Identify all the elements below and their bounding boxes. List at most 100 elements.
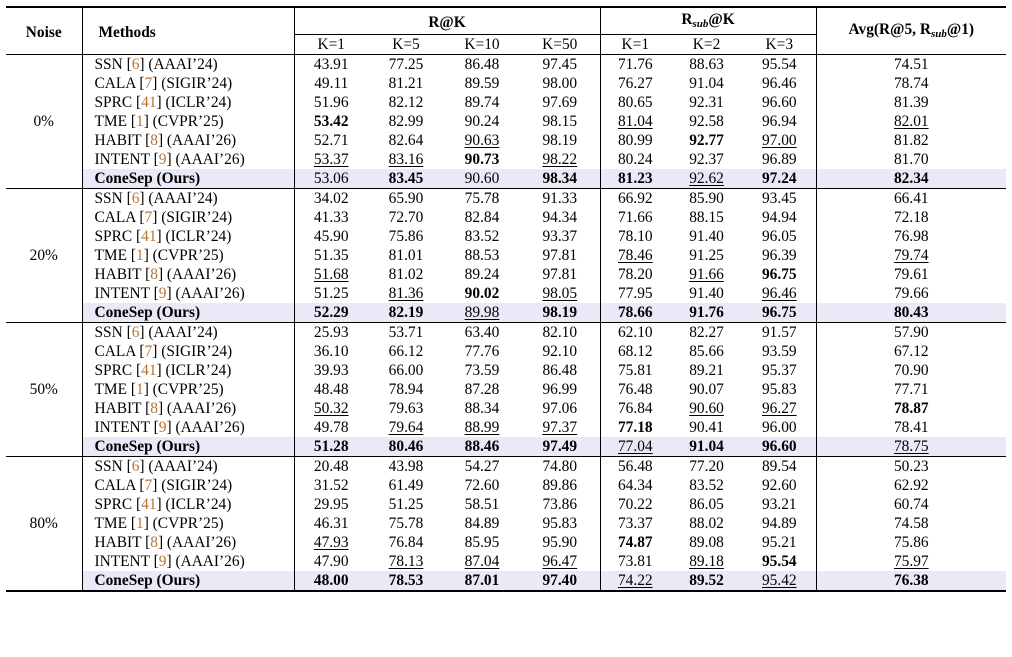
metric-value: 43.91 [313,56,349,73]
metric-cell: 76.98 [815,227,1007,246]
method-venue: (ICLR’24) [165,94,232,111]
metric-value: 78.41 [893,419,929,436]
method-name: ConeSep (Ours) [81,169,294,189]
metric-cell: 81.36 [368,284,444,303]
metric-value: 98.05 [542,285,578,302]
metric-cell: 31.52 [293,476,368,495]
citation-link[interactable]: 41 [141,362,157,379]
method-label: INTENT [94,419,150,436]
metric-value: 52.71 [313,132,349,149]
citation-link[interactable]: 7 [144,477,153,494]
citation-link[interactable]: 7 [144,343,153,360]
metric-cell: 78.53 [368,571,444,592]
citation-link[interactable]: 8 [150,534,158,551]
citation-link[interactable]: 1 [135,247,144,264]
metric-value: 77.95 [617,285,653,302]
citation-link[interactable]: 6 [131,458,140,475]
metric-value: 98.19 [542,304,578,321]
metric-value: 77.71 [893,381,929,398]
metric-cell: 53.42 [293,112,368,131]
metric-value: 79.61 [893,266,929,283]
method-venue: (ICLR’24) [165,228,232,245]
table-row: 50% SSN [6] (AAAI’24) 25.93 53.71 63.40 82.10… [6,322,1007,457]
metric-value: 76.98 [893,228,929,245]
metric-cell: 85.90 [670,189,743,209]
citation-link[interactable]: 1 [135,381,144,398]
citation-link[interactable]: 9 [158,151,167,168]
method-label: CALA [94,477,136,494]
metric-cell: 88.46 [444,437,520,457]
citation-link[interactable]: 6 [131,56,140,73]
citation-link[interactable]: 7 [144,75,153,92]
metric-value: 53.42 [313,113,349,130]
metric-value: 89.18 [689,553,724,570]
metric-cell: 74.80 [520,457,600,477]
metric-value: 49.78 [313,419,349,436]
metric-value: 46.31 [313,515,349,532]
citation-link[interactable]: 9 [158,419,167,436]
metric-value: 82.64 [388,132,424,149]
metric-cell: 90.41 [670,418,743,437]
metric-value: 77.18 [617,419,653,436]
metric-value: 51.68 [313,266,349,283]
citation-link[interactable]: 8 [150,266,158,283]
metric-value: 61.49 [388,477,424,494]
metric-value: 97.81 [542,247,578,264]
metric-cell: 56.48 [599,456,671,476]
citation-link[interactable]: 41 [141,94,157,111]
citation-link[interactable]: 9 [158,553,167,570]
citation-link[interactable]: 7 [144,209,153,226]
metric-value: 86.05 [689,496,724,513]
citation-link[interactable]: 6 [131,324,140,341]
metric-cell: 75.97 [815,552,1007,571]
method-name: SSN [6] (AAAI’24) [81,456,294,476]
method-venue: (AAAI’26) [166,132,237,149]
metric-cell: 81.23 [599,169,671,189]
method-venue: (ICLR’24) [165,362,232,379]
metric-cell: 77.04 [599,437,671,457]
metric-value: 41.33 [313,209,349,226]
metric-value: 93.37 [542,228,578,245]
metric-value: 83.45 [388,170,424,187]
metric-cell: 82.99 [368,112,444,131]
metric-cell: 90.73 [444,150,520,169]
metric-cell: 82.01 [815,112,1007,131]
metric-cell: 54.27 [444,457,520,477]
metric-cell: 78.41 [815,418,1007,437]
metric-cell: 82.19 [368,303,444,323]
metric-value: 58.51 [464,496,500,513]
metric-value: 80.65 [617,94,653,111]
metric-value: 68.12 [617,343,653,360]
metric-cell: 98.00 [520,74,600,93]
citation-link[interactable]: 41 [141,228,157,245]
citation-link[interactable]: 8 [150,132,158,149]
method-label: TME [94,113,128,130]
citation-link[interactable]: 1 [135,113,144,130]
citation-link[interactable]: 41 [141,496,157,513]
metric-value: 79.74 [893,247,929,264]
table-row: CALA [7] (SIGIR’24) 49.11 81.21 89.59 98.00 7… [6,74,1007,93]
citation-link[interactable]: 6 [131,190,140,207]
metric-cell: 64.34 [599,476,671,495]
citation-link[interactable]: 8 [150,400,158,417]
method-venue: (SIGIR’24) [161,343,233,360]
metric-cell: 39.93 [293,361,368,380]
metric-cell: 90.02 [444,284,520,303]
metric-cell: 79.74 [815,246,1007,265]
metric-value: 90.07 [689,381,724,398]
metric-value: 89.86 [542,477,578,494]
method-name: TME [1] (CVPR’25) [81,380,294,399]
method-venue: (CVPR’25) [152,515,224,532]
metric-cell: 49.11 [293,74,368,93]
metric-cell: 98.19 [520,303,601,323]
citation-link[interactable]: 9 [158,285,167,302]
metric-value: 84.89 [464,515,500,532]
metric-value: 82.84 [464,209,500,226]
metric-value: 89.54 [761,458,797,475]
table-row: INTENT [9] (AAAI’26) 51.25 81.36 90.02 98.05… [6,284,1007,303]
method-label: CALA [94,209,136,226]
metric-cell: 87.04 [444,552,520,571]
metric-cell: 88.15 [670,208,743,227]
citation-link[interactable]: 1 [135,515,144,532]
metric-value: 79.66 [893,285,929,302]
